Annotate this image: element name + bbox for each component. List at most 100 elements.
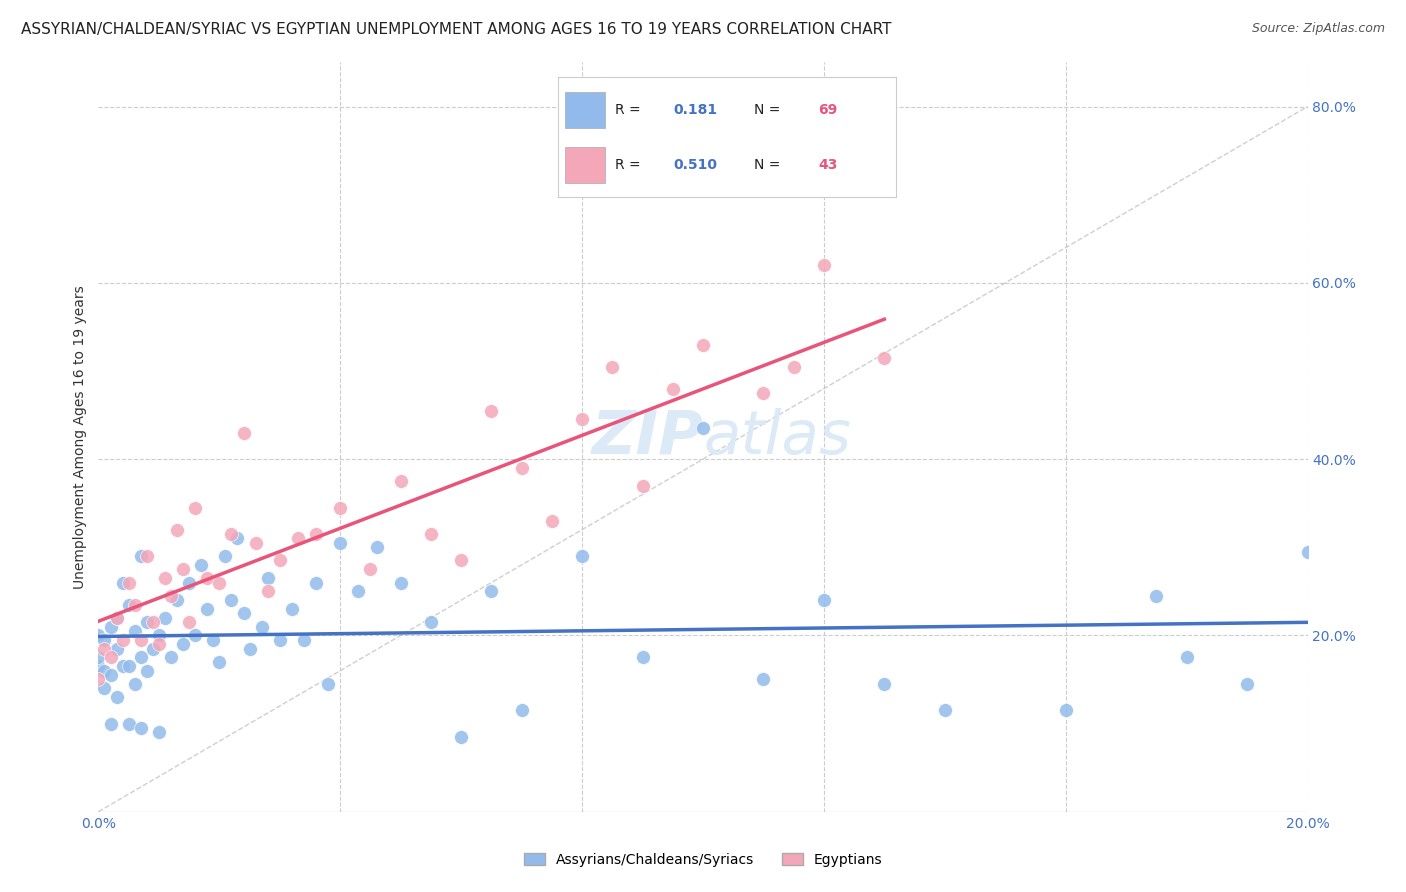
Point <box>105 611 128 625</box>
Point <box>87 673 110 687</box>
Point <box>135 549 157 563</box>
Legend: Assyrians/Chaldeans/Syriacs, Egyptians: Assyrians/Chaldeans/Syriacs, Egyptians <box>519 847 887 872</box>
Point <box>239 641 262 656</box>
Point <box>93 664 115 678</box>
Point <box>202 632 225 647</box>
Text: atlas: atlas <box>703 408 851 467</box>
Point <box>692 421 714 435</box>
Point <box>100 650 122 665</box>
Point <box>752 673 775 687</box>
Point <box>1144 589 1167 603</box>
Point <box>571 549 593 563</box>
Point <box>172 562 194 576</box>
Point <box>124 624 146 638</box>
Point <box>420 527 443 541</box>
Point <box>226 532 249 546</box>
Point <box>873 677 896 691</box>
Point <box>631 650 654 665</box>
Point <box>256 571 278 585</box>
Point <box>813 593 835 607</box>
Point <box>420 615 443 630</box>
Point <box>172 637 194 651</box>
Point <box>245 536 267 550</box>
Point <box>510 703 533 717</box>
Point <box>166 523 188 537</box>
Point <box>232 607 254 621</box>
Point <box>752 386 775 401</box>
Point <box>93 641 115 656</box>
Point <box>105 641 128 656</box>
Point <box>184 500 207 515</box>
Point <box>148 628 170 642</box>
Point <box>873 351 896 365</box>
Point <box>124 677 146 691</box>
Point <box>256 584 278 599</box>
Point <box>305 575 328 590</box>
Point <box>366 541 388 555</box>
Point <box>292 632 315 647</box>
Point <box>208 575 231 590</box>
Point <box>934 703 956 717</box>
Point <box>190 558 212 572</box>
Point <box>118 575 141 590</box>
Point <box>118 598 141 612</box>
Point <box>269 632 291 647</box>
Point <box>111 632 134 647</box>
Point <box>142 641 165 656</box>
Point <box>305 527 328 541</box>
Point <box>1296 544 1319 558</box>
Point <box>692 337 714 351</box>
Point <box>135 664 157 678</box>
Point <box>153 611 176 625</box>
Point <box>389 575 412 590</box>
Point <box>269 553 291 567</box>
Point <box>129 721 152 735</box>
Point <box>1054 703 1077 717</box>
Point <box>250 619 273 633</box>
Y-axis label: Unemployment Among Ages 16 to 19 years: Unemployment Among Ages 16 to 19 years <box>73 285 87 589</box>
Point <box>129 549 152 563</box>
Point <box>221 527 243 541</box>
Point <box>232 425 254 440</box>
Point <box>1175 650 1198 665</box>
Point <box>100 619 122 633</box>
Point <box>142 615 165 630</box>
Point <box>481 584 503 599</box>
Point <box>129 632 152 647</box>
Point <box>450 553 472 567</box>
Point <box>571 412 593 426</box>
Point <box>329 500 352 515</box>
Point <box>208 655 231 669</box>
Point <box>93 681 115 696</box>
Point <box>316 677 339 691</box>
Point <box>1236 677 1258 691</box>
Point <box>450 730 472 744</box>
Point <box>195 571 218 585</box>
Point <box>389 474 412 488</box>
Point <box>111 575 134 590</box>
Point <box>111 659 134 673</box>
Point <box>281 602 304 616</box>
Point <box>124 598 146 612</box>
Point <box>129 650 152 665</box>
Point <box>105 611 128 625</box>
Point <box>153 571 176 585</box>
Point <box>661 382 683 396</box>
Point <box>118 659 141 673</box>
Point <box>87 650 110 665</box>
Text: ASSYRIAN/CHALDEAN/SYRIAC VS EGYPTIAN UNEMPLOYMENT AMONG AGES 16 TO 19 YEARS CORR: ASSYRIAN/CHALDEAN/SYRIAC VS EGYPTIAN UNE… <box>21 22 891 37</box>
Point <box>184 628 207 642</box>
Point <box>783 359 806 374</box>
Point <box>148 637 170 651</box>
Point <box>287 532 309 546</box>
Point <box>221 593 243 607</box>
Point <box>179 615 201 630</box>
Point <box>631 478 654 492</box>
Point <box>100 668 122 682</box>
Point <box>179 575 201 590</box>
Point <box>540 514 562 528</box>
Point <box>510 461 533 475</box>
Point <box>160 650 183 665</box>
Point <box>100 716 122 731</box>
Point <box>481 403 503 417</box>
